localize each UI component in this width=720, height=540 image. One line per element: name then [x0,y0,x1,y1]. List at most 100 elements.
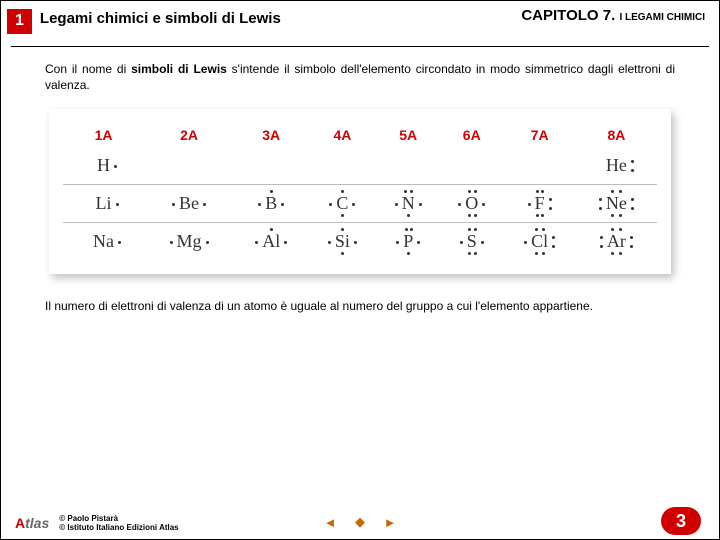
valence-dot [341,190,344,193]
valence-dot [474,228,477,231]
element-cell: H [63,147,144,185]
element-cell: S [440,223,504,261]
valence-dot [535,228,538,231]
valence-dot [407,214,410,217]
element-cell: C [308,185,376,223]
element-cell: O [440,185,504,223]
page-number-badge: 3 [661,507,701,535]
element-symbol: O [461,193,482,214]
element-cell: Li [63,185,144,223]
chapter-number: 7. [603,7,616,24]
group-header: 3A [234,119,309,147]
valence-dot [341,228,344,231]
valence-dot [407,252,410,255]
valence-dot [172,203,175,206]
valence-dot [528,203,531,206]
valence-dot [630,245,633,248]
section-title: Legami chimici e simboli di Lewis [40,9,281,29]
publisher-logo: Atlas [15,515,49,531]
valence-dot [203,203,206,206]
valence-dot [481,241,484,244]
valence-dot [599,207,602,210]
element-symbol: Cl [527,231,552,252]
valence-dot [114,165,117,168]
valence-dot [468,214,471,217]
element-symbol: Mg [173,231,206,252]
lewis-symbols-figure: 1A2A3A4A5A6A7A8AHHeLiBeBCNOFNeNaMgAlSiPS… [49,109,671,274]
valence-dot [460,241,463,244]
chapter-label: CAPITOLO 7. I LEGAMI CHIMICI [521,7,705,24]
element-symbol: S [463,231,481,252]
valence-dot [396,241,399,244]
element-cell [440,147,504,185]
element-cell: Be [144,185,234,223]
prev-button[interactable]: ◄ [319,511,341,533]
valence-dot [549,207,552,210]
valence-dot [600,245,603,248]
element-symbol: Ar [603,231,630,252]
valence-dot [341,252,344,255]
valence-dot [631,160,634,163]
element-cell: Ar [576,223,657,261]
valence-dot [552,245,555,248]
element-symbol: Al [258,231,284,252]
valence-dot [170,241,173,244]
element-cell [234,147,309,185]
intro-paragraph: Con il nome di simboli di Lewis s'intend… [1,47,719,103]
valence-dot [600,236,603,239]
element-symbol: F [531,193,549,214]
valence-dot [404,190,407,193]
valence-dot [542,252,545,255]
element-cell: Cl [504,223,576,261]
valence-dot [536,214,539,217]
valence-dot [354,241,357,244]
element-symbol: Na [89,231,118,252]
element-cell [308,147,376,185]
copyright-line-1: © Paolo Pistarà [59,514,178,524]
element-cell: F [504,185,576,223]
next-button[interactable]: ► [379,511,401,533]
valence-dot [549,198,552,201]
element-cell: Ne [576,185,657,223]
valence-dot [410,228,413,231]
valence-dot [611,214,614,217]
element-cell: B [234,185,309,223]
group-header: 8A [576,119,657,147]
group-header: 5A [376,119,440,147]
home-button[interactable]: ◆ [349,511,371,533]
chapter-subtitle: I LEGAMI CHIMICI [619,12,705,23]
section-number-badge: 1 [7,9,32,34]
valence-dot [611,228,614,231]
valence-dot [630,236,633,239]
valence-dot [474,190,477,193]
chapter-prefix: CAPITOLO [521,7,598,24]
copyright-block: © Paolo Pistarà © Istituto Italiano Ediz… [59,514,178,533]
valence-dot [541,190,544,193]
valence-dot [524,241,527,244]
valence-dot [535,252,538,255]
valence-dot [611,252,614,255]
element-cell: Mg [144,223,234,261]
element-cell: Na [63,223,144,261]
element-cell [504,147,576,185]
group-header: 4A [308,119,376,147]
nav-controls: ◄ ◆ ► [319,511,401,533]
valence-dot [619,190,622,193]
valence-dot [329,203,332,206]
valence-dot [270,228,273,231]
valence-dot [619,228,622,231]
copyright-line-2: © Istituto Italiano Edizioni Atlas [59,523,178,533]
element-cell [144,147,234,185]
valence-dot [619,214,622,217]
element-symbol: P [399,231,417,252]
valence-dot [599,198,602,201]
valence-dot [611,190,614,193]
valence-dot [631,198,634,201]
valence-dot [328,241,331,244]
element-cell: He [576,147,657,185]
element-cell: Si [308,223,376,261]
valence-dot [474,252,477,255]
valence-dot [116,203,119,206]
group-header: 2A [144,119,234,147]
element-cell: Al [234,223,309,261]
